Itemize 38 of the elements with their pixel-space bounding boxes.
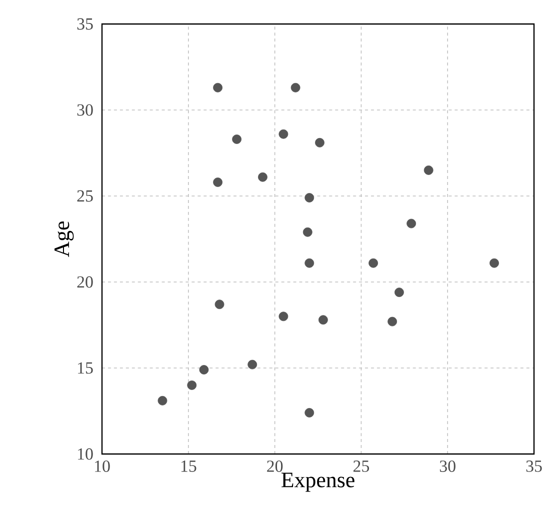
point [304,258,314,268]
y-tick-label: 20 [77,276,93,288]
point [290,82,300,92]
point [187,380,197,390]
point [158,396,168,406]
x-tick-label: 25 [353,460,370,472]
point [232,134,242,144]
point [490,258,499,268]
y-tick-label: 15 [78,362,93,374]
point [406,218,416,228]
point [368,258,378,268]
point [248,360,258,370]
x-tick-label: 15 [181,460,196,472]
y-tick-label: 25 [77,190,93,202]
point [213,178,222,187]
point [388,316,398,326]
point [318,315,328,325]
point [315,138,324,148]
point [304,408,314,418]
point [199,365,209,374]
x-axis-title: Expense [282,472,354,492]
y-tick-label: 10 [78,448,93,460]
point [394,288,404,298]
y-tick-label: 35 [77,18,93,30]
x-tick-label: 35 [526,460,542,472]
point [278,129,288,139]
point [213,82,222,92]
point [424,165,434,175]
x-tick-label: 30 [440,460,456,472]
y-tick-label: 30 [77,104,93,116]
point [258,172,268,182]
x-tick-label: 20 [267,460,283,472]
y-axis-title: Age [54,222,74,258]
point [214,300,224,310]
point [278,312,288,322]
x-tick-label: 10 [95,460,110,472]
point [302,227,312,237]
point [304,193,314,202]
